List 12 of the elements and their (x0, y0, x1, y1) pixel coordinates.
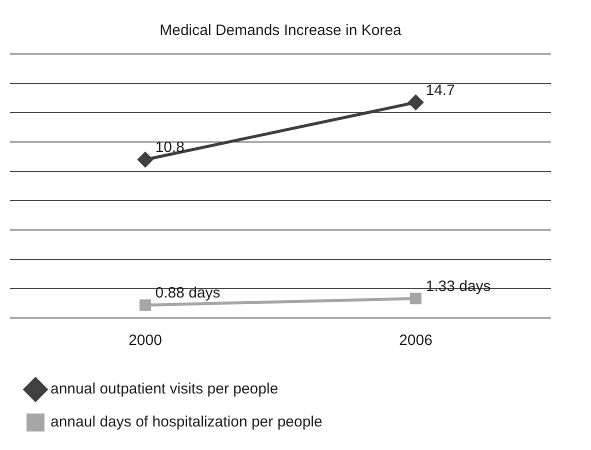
point (410, 292, 422, 304)
point (140, 299, 151, 311)
chart-title: Medical Demands Increase in Korea (160, 22, 402, 40)
point (138, 152, 153, 168)
x-tick-label: 2000 (128, 332, 162, 350)
legend-label: annaul days of hospitalization per people (50, 414, 322, 431)
point (408, 94, 424, 110)
data-label: 10.8 (155, 139, 184, 156)
legend-label: annual outpatient visits per people (50, 380, 278, 398)
data-label: 0.88 days (155, 284, 220, 302)
x-tick-label: 2006 (399, 332, 432, 350)
data-label: 14.7 (426, 82, 455, 100)
